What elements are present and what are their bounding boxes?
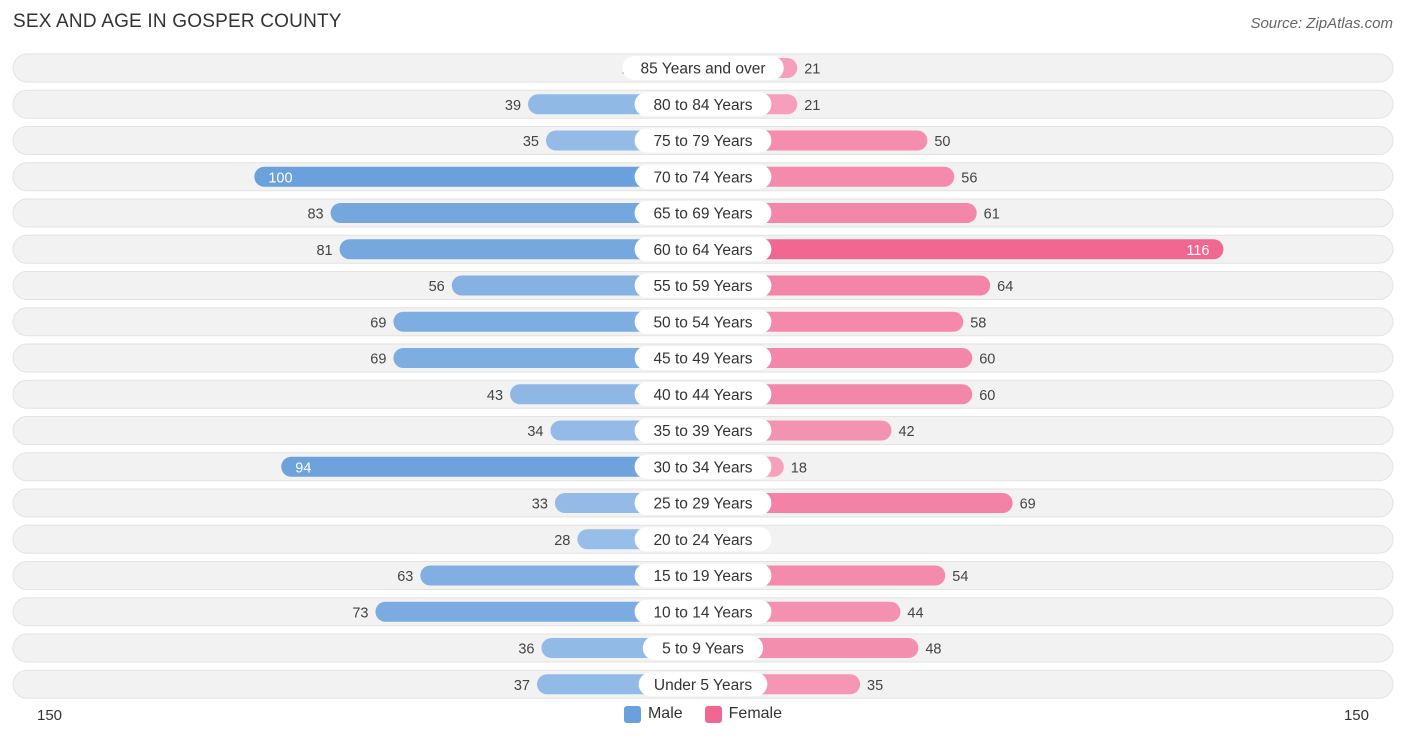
category-label-pill [634,128,772,153]
value-label-male: 35 [523,134,539,150]
category-label-pill [634,454,772,479]
category-label-pill [638,672,768,697]
category-label-pill [634,527,772,552]
legend-item-male: Male [623,705,683,723]
category-label: 30 to 34 Years [653,459,752,476]
bar-male [254,166,704,187]
value-label-male: 69 [370,352,386,368]
value-label-female: 48 [925,642,941,658]
value-label-male: 43 [487,388,503,404]
category-label: 65 to 69 Years [653,206,752,223]
bar-male [393,311,703,332]
value-label-female: 21 [804,98,820,114]
value-label-female: 61 [984,207,1000,223]
category-label-pill [634,164,772,189]
legend-swatch-female [704,705,722,723]
category-label-pill [634,491,772,515]
value-label-male: 83 [307,207,323,223]
category-label: 75 to 79 Years [653,133,752,150]
value-label-male: 69 [370,315,386,331]
category-label-pill [634,201,772,225]
legend: Male Female [0,705,1406,723]
value-label-male: 81 [316,243,332,259]
category-label: 35 to 39 Years [653,423,752,440]
category-label: 25 to 29 Years [653,496,752,513]
value-label-female: 60 [979,388,995,404]
value-label-male: 56 [429,279,445,295]
category-label-pill [634,273,772,298]
value-label-female: 35 [867,678,883,694]
category-label: 50 to 54 Years [653,314,752,331]
category-label: Under 5 Years [654,677,752,694]
category-label-pill [634,237,772,262]
bar-female [703,203,977,223]
value-label-male: 39 [505,98,521,114]
category-label: 60 to 64 Years [653,242,752,259]
category-label: 5 to 9 Years [662,641,744,658]
bar-female [703,275,991,296]
category-label-pill [634,599,772,624]
category-label-pill [634,309,772,334]
bar-male [375,601,703,622]
legend-label-male: Male [647,705,683,722]
category-label-pill [634,92,772,117]
category-label-pill [634,382,772,407]
value-label-female: 54 [952,569,968,585]
value-label-female: 69 [1020,497,1036,513]
category-label-pill [634,418,772,443]
value-label-female: 56 [961,170,977,186]
category-label: 55 to 59 Years [653,278,752,295]
value-label-male: 94 [295,460,311,476]
category-label: 15 to 19 Years [653,568,752,585]
bar-male [281,456,703,477]
axis-label-left: 150 [37,707,63,724]
value-label-female: 116 [1186,243,1209,259]
category-label-pill [634,563,772,588]
value-label-female: 42 [898,424,914,440]
value-label-male: 37 [514,678,530,694]
bar-female [703,239,1224,260]
category-label-pill [622,56,784,80]
category-label-pill [642,636,764,660]
value-label-female: 58 [970,315,986,331]
value-label-female: 50 [934,134,950,150]
value-label-female: 18 [791,460,807,476]
source-note: Source: ZipAtlas.com [1250,15,1393,32]
value-label-male: 100 [268,170,292,186]
category-label: 10 to 14 Years [653,604,752,621]
value-label-female: 60 [979,352,995,368]
legend-label-female: Female [728,705,783,722]
bar-male [420,565,703,586]
category-label: 85 Years and over [641,61,766,78]
value-label-male: 28 [554,533,570,549]
bar-male [339,239,703,260]
value-label-female: 44 [907,605,923,621]
category-label: 40 to 44 Years [653,387,752,404]
value-label-male: 33 [532,497,548,513]
legend-swatch-male [623,705,641,723]
value-label-female: 21 [804,62,820,78]
value-label-female: 64 [997,279,1013,295]
category-label-pill [634,346,772,370]
axis-label-right: 150 [1343,707,1369,724]
category-label: 70 to 74 Years [653,169,752,186]
value-label-male: 73 [352,605,368,621]
bar-male [393,348,703,368]
category-label: 80 to 84 Years [653,97,752,114]
bar-male [330,203,703,223]
value-label-male: 63 [397,569,413,585]
category-label: 20 to 24 Years [653,532,752,549]
value-label-male: 34 [527,424,543,440]
bar-female [703,493,1013,513]
category-label: 45 to 49 Years [653,351,752,368]
value-label-male: 36 [518,642,534,658]
chart-title: SEX AND AGE IN GOSPER COUNTY [13,11,342,32]
legend-item-female: Female [704,705,783,723]
